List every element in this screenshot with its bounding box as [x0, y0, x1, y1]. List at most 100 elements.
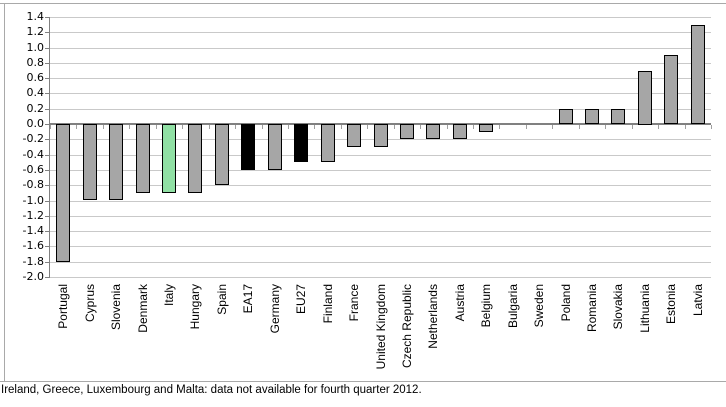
x-axis-tick: [262, 125, 263, 130]
x-axis-label-portugal: Portugal: [56, 284, 70, 329]
x-axis-label-lithuania: Lithuania: [638, 284, 652, 333]
y-axis-tick: [45, 109, 50, 110]
y-axis-tick-label: -1.0: [22, 194, 44, 207]
x-axis-tick: [420, 125, 421, 130]
y-axis-tick: [45, 262, 50, 263]
bar-italy: [162, 124, 176, 193]
y-axis-tick: [45, 216, 50, 217]
gridline: [50, 109, 711, 110]
x-axis-label-austria: Austria: [453, 284, 467, 322]
y-axis-tick: [45, 17, 50, 18]
bar-united-kingdom: [374, 124, 388, 147]
y-axis-tick-label: 1.4: [26, 10, 45, 23]
bar-slovakia: [611, 109, 625, 124]
gridline: [50, 262, 711, 263]
gridline: [50, 17, 711, 18]
x-axis-tick: [394, 125, 395, 130]
x-axis-label-united-kingdom: United Kingdom: [374, 284, 388, 370]
y-axis-tick-label: -0.8: [22, 178, 44, 191]
y-axis-tick-label: -0.2: [22, 132, 44, 145]
y-axis-line: [49, 17, 50, 277]
x-axis-tick: [288, 125, 289, 130]
x-axis-tick: [50, 125, 51, 130]
y-axis-tick-label: 0.6: [26, 71, 45, 84]
x-axis-label-hungary: Hungary: [188, 284, 202, 330]
y-axis-tick: [45, 185, 50, 186]
x-axis-tick: [341, 125, 342, 130]
x-axis-label-italy: Italy: [162, 284, 176, 307]
x-axis-tick: [526, 125, 527, 130]
bar-latvia: [691, 25, 705, 124]
y-axis-tick-label: -0.6: [22, 163, 44, 176]
y-axis-tick-label: -1.2: [22, 209, 44, 222]
gridline: [50, 216, 711, 217]
gridline: [50, 231, 711, 232]
y-axis-tick-label: -1.8: [22, 255, 44, 268]
x-axis-tick: [209, 125, 210, 130]
gridline: [50, 201, 711, 202]
y-axis-tick-label: -1.6: [22, 239, 44, 252]
x-axis-tick: [314, 125, 315, 130]
x-axis-label-latvia: Latvia: [691, 284, 705, 317]
x-axis-label-finland: Finland: [321, 284, 335, 324]
y-axis-tick: [45, 93, 50, 94]
y-axis-tick-label: 0.8: [26, 56, 45, 69]
x-axis-label-netherlands: Netherlands: [426, 284, 440, 349]
y-axis-tick-label: 0.2: [26, 102, 45, 115]
y-axis-tick-label: -1.4: [22, 224, 44, 237]
bar-ea17: [241, 124, 255, 170]
y-axis-tick: [45, 155, 50, 156]
y-axis-tick-label: 0.4: [26, 86, 45, 99]
y-axis-tick: [45, 124, 50, 125]
x-axis-label-belgium: Belgium: [479, 284, 493, 328]
x-axis-tick: [235, 125, 236, 130]
x-axis-label-eu27: EU27: [294, 284, 308, 315]
x-axis-tick: [711, 125, 712, 130]
x-axis-label-romania: Romania: [585, 284, 599, 333]
y-axis-tick: [45, 277, 50, 278]
bar-france: [347, 124, 361, 147]
x-axis-label-sweden: Sweden: [532, 284, 546, 328]
x-axis-tick: [76, 125, 77, 130]
x-axis-tick: [182, 125, 183, 130]
x-axis-label-bulgaria: Bulgaria: [506, 284, 520, 329]
footnote: Ireland, Greece, Luxembourg and Malta: d…: [1, 384, 422, 396]
x-axis-tick: [447, 125, 448, 130]
x-axis-label-slovakia: Slovakia: [611, 284, 625, 330]
y-axis-tick: [45, 231, 50, 232]
x-axis-label-cyprus: Cyprus: [83, 284, 97, 323]
gridline: [50, 78, 711, 79]
y-axis-tick: [45, 32, 50, 33]
bar-romania: [585, 109, 599, 124]
gridline: [50, 155, 711, 156]
bar-estonia: [664, 55, 678, 124]
gridline: [50, 277, 711, 278]
x-axis-tick: [579, 125, 580, 130]
bar-cyprus: [83, 124, 97, 200]
x-axis-label-estonia: Estonia: [664, 284, 678, 325]
y-axis-tick: [45, 201, 50, 202]
bar-hungary: [188, 124, 202, 193]
x-axis-tick: [103, 125, 104, 130]
bar-finland: [321, 124, 335, 162]
y-axis-tick: [45, 246, 50, 247]
bar-poland: [559, 109, 573, 124]
x-axis-tick: [552, 125, 553, 130]
y-axis-tick: [45, 48, 50, 49]
y-axis-tick-label: -0.4: [22, 148, 44, 161]
x-axis-label-germany: Germany: [268, 284, 282, 334]
bar-portugal: [56, 124, 70, 262]
y-axis-tick: [45, 63, 50, 64]
x-axis-label-poland: Poland: [559, 284, 573, 322]
chart-frame-bottom: [0, 381, 726, 382]
y-axis-tick-label: -2.0: [22, 270, 44, 283]
x-axis-label-czech-republic: Czech Republic: [400, 284, 414, 369]
chart-frame-left: [4, 3, 5, 381]
gridline: [50, 63, 711, 64]
gridline: [50, 185, 711, 186]
bar-belgium: [479, 124, 493, 132]
x-axis-label-spain: Spain: [215, 284, 229, 315]
gridline: [50, 246, 711, 247]
y-axis-tick: [45, 170, 50, 171]
